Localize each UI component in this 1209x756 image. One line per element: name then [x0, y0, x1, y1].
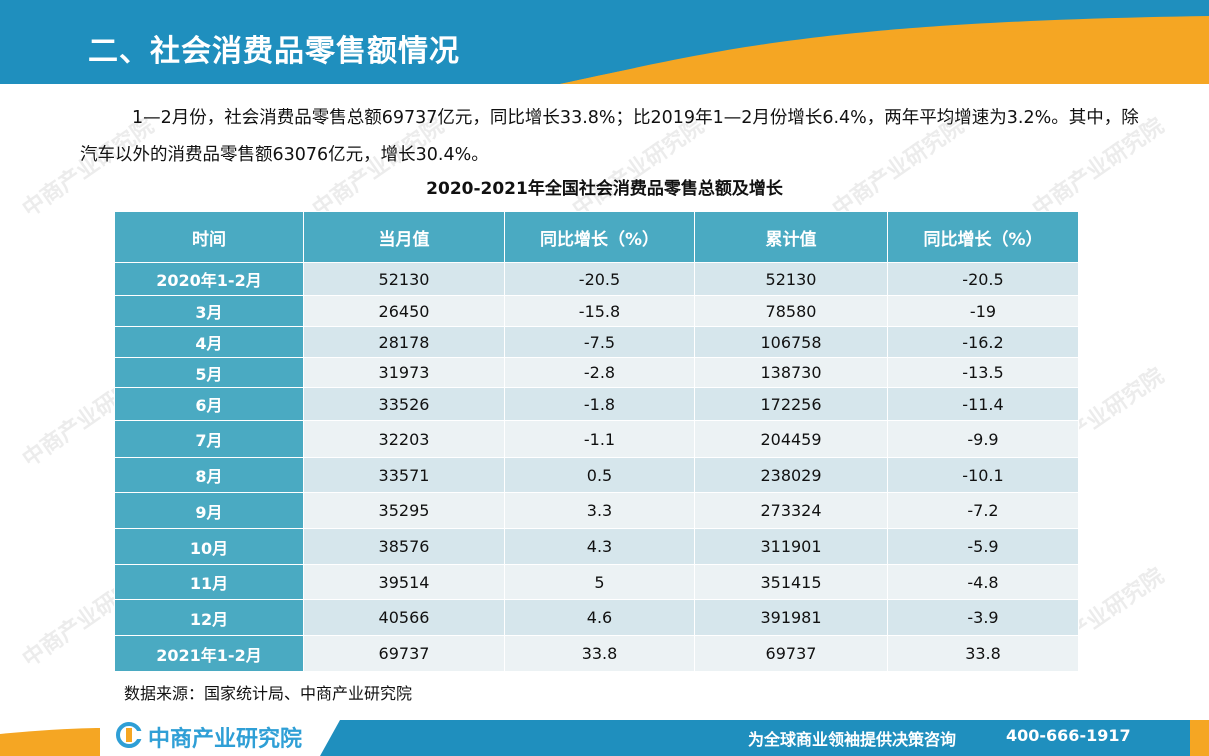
row-time-cell: 6月	[114, 387, 304, 421]
header-monthly-value: 当月值	[303, 211, 505, 263]
footer-band	[0, 720, 1209, 756]
table-cell: 28178	[303, 326, 505, 358]
table-row: 9月 35295 3.3 273324 -7.2	[114, 492, 1079, 529]
table-row: 4月 28178 -7.5 106758 -16.2	[114, 326, 1079, 358]
table-cell: 32203	[303, 420, 505, 458]
table-cell: 26450	[303, 295, 505, 327]
table-cell: 172256	[694, 387, 888, 421]
table-cell: 33571	[303, 457, 505, 493]
table-cell: 4.3	[504, 528, 695, 565]
table-cell: 39514	[303, 564, 505, 600]
table-cell: -1.8	[504, 387, 695, 421]
brand-logo-icon	[116, 722, 142, 748]
row-time-cell: 7月	[114, 420, 304, 458]
page-title: 二、社会消费品零售额情况	[88, 34, 460, 69]
table-cell: -7.5	[504, 326, 695, 358]
header-time: 时间	[114, 211, 304, 263]
row-time-cell: 9月	[114, 492, 304, 529]
table-cell: 78580	[694, 295, 888, 327]
table-cell: 52130	[303, 262, 505, 296]
table-cell: -20.5	[504, 262, 695, 296]
table-row: 3月 26450 -15.8 78580 -19	[114, 295, 1079, 327]
table-cell: 138730	[694, 357, 888, 388]
table-row: 7月 32203 -1.1 204459 -9.9	[114, 420, 1079, 458]
table-cell: -19	[887, 295, 1079, 327]
footer-brand: 中商产业研究院	[148, 727, 303, 752]
table-row: 5月 31973 -2.8 138730 -13.5	[114, 357, 1079, 388]
table-cell: 69737	[694, 635, 888, 672]
data-source: 数据来源：国家统计局、中商产业研究院	[124, 684, 413, 703]
header-monthly-yoy: 同比增长（%）	[504, 211, 695, 263]
table-cell: 40566	[303, 599, 505, 636]
table-row: 12月 40566 4.6 391981 -3.9	[114, 599, 1079, 636]
summary-text: 1—2月份，社会消费品零售总额69737亿元，同比增长33.8%；比2019年1…	[80, 108, 1139, 165]
row-time-cell: 10月	[114, 528, 304, 565]
table-cell: -13.5	[887, 357, 1079, 388]
header-cumulative-yoy: 同比增长（%）	[887, 211, 1079, 263]
table-row: 11月 39514 5 351415 -4.8	[114, 564, 1079, 600]
table-cell: -3.9	[887, 599, 1079, 636]
row-time-cell: 5月	[114, 357, 304, 388]
row-time-cell: 12月	[114, 599, 304, 636]
table-cell: 106758	[694, 326, 888, 358]
table-cell: -4.8	[887, 564, 1079, 600]
table-cell: -1.1	[504, 420, 695, 458]
table-row: 10月 38576 4.3 311901 -5.9	[114, 528, 1079, 565]
row-time-cell: 2020年1-2月	[114, 262, 304, 296]
table-row: 8月 33571 0.5 238029 -10.1	[114, 457, 1079, 493]
table-cell: 33526	[303, 387, 505, 421]
row-time-cell: 11月	[114, 564, 304, 600]
retail-sales-table: 时间 当月值 同比增长（%） 累计值 同比增长（%） 2020年1-2月 5213…	[114, 211, 1079, 672]
header-band	[0, 0, 1209, 84]
table-cell: 38576	[303, 528, 505, 565]
table-cell: -20.5	[887, 262, 1079, 296]
table-cell: 273324	[694, 492, 888, 529]
table-cell: -10.1	[887, 457, 1079, 493]
table-cell: 35295	[303, 492, 505, 529]
table-cell: 33.8	[504, 635, 695, 672]
footer-slogan: 为全球商业领袖提供决策咨询	[748, 730, 957, 749]
table-cell: 0.5	[504, 457, 695, 493]
table-row: 6月 33526 -1.8 172256 -11.4	[114, 387, 1079, 421]
footer-phone: 400-666-1917	[1006, 726, 1131, 745]
row-time-cell: 2021年1-2月	[114, 635, 304, 672]
row-time-cell: 3月	[114, 295, 304, 327]
table-row: 2021年1-2月 69737 33.8 69737 33.8	[114, 635, 1079, 672]
table-cell: -2.8	[504, 357, 695, 388]
table-cell: -7.2	[887, 492, 1079, 529]
table-cell: 238029	[694, 457, 888, 493]
table-cell: -15.8	[504, 295, 695, 327]
table-row: 2020年1-2月 52130 -20.5 52130 -20.5	[114, 262, 1079, 296]
row-time-cell: 4月	[114, 326, 304, 358]
table-cell: 31973	[303, 357, 505, 388]
summary-paragraph: 1—2月份，社会消费品零售总额69737亿元，同比增长33.8%；比2019年1…	[80, 100, 1140, 174]
table-cell: 33.8	[887, 635, 1079, 672]
table-header-row: 时间 当月值 同比增长（%） 累计值 同比增长（%）	[114, 211, 1079, 263]
header-cumulative-value: 累计值	[694, 211, 888, 263]
table-cell: -9.9	[887, 420, 1079, 458]
row-time-cell: 8月	[114, 457, 304, 493]
table-cell: 3.3	[504, 492, 695, 529]
table-cell: 351415	[694, 564, 888, 600]
table-cell: 4.6	[504, 599, 695, 636]
table-cell: -16.2	[887, 326, 1079, 358]
table-cell: 52130	[694, 262, 888, 296]
table-cell: 5	[504, 564, 695, 600]
table-cell: 391981	[694, 599, 888, 636]
table-cell: 204459	[694, 420, 888, 458]
table-cell: 311901	[694, 528, 888, 565]
table-cell: -11.4	[887, 387, 1079, 421]
table-cell: 69737	[303, 635, 505, 672]
table-cell: -5.9	[887, 528, 1079, 565]
table-title: 2020-2021年全国社会消费品零售总额及增长	[426, 179, 783, 199]
